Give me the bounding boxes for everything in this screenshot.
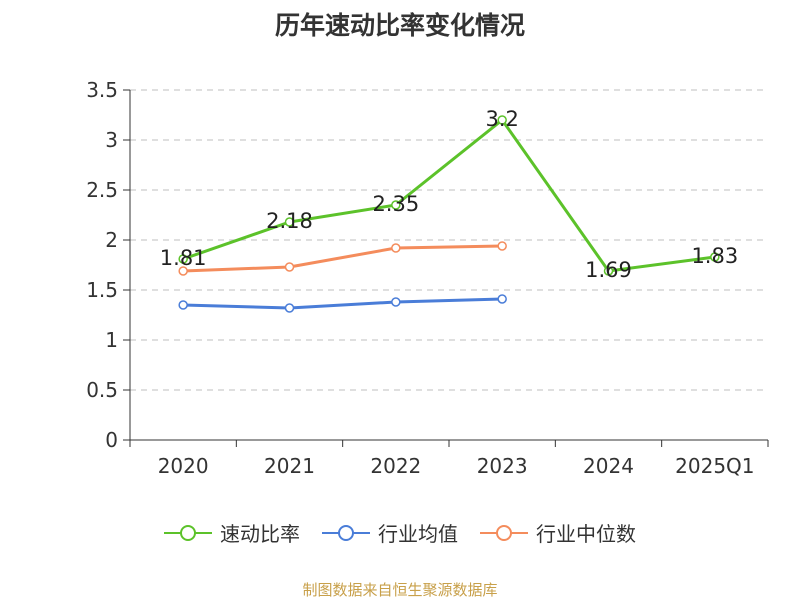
y-tick-label: 0 [105, 428, 118, 452]
y-axis-ticks: 0 0.5 1 1.5 2 2.5 3 3.5 [86, 78, 130, 452]
chart-title: 历年速动比率变化情况 [274, 11, 525, 40]
data-point[interactable] [497, 241, 507, 251]
data-point[interactable] [497, 294, 507, 304]
x-tick-label: 2025Q1 [675, 454, 754, 478]
data-label: 1.69 [585, 258, 632, 282]
data-label: 1.81 [160, 246, 207, 270]
grid-lines [130, 89, 768, 391]
legend-label-quick-ratio: 速动比率 [220, 522, 300, 546]
data-point[interactable] [710, 252, 720, 262]
series-line [183, 297, 503, 310]
data-label: 1.83 [691, 244, 738, 268]
x-tick-label: 2022 [370, 454, 421, 478]
data-point[interactable] [284, 262, 295, 272]
data-point[interactable] [391, 200, 401, 210]
data-label: 2.18 [266, 209, 313, 233]
y-tick-label: 3 [105, 128, 118, 152]
legend-item-quick-ratio[interactable]: 速动比率 [164, 518, 300, 547]
series-lines [178, 115, 720, 313]
legend-marker-industry-mean [322, 524, 370, 541]
data-labels: 1.81 2.18 2.35 3.2 1.69 1.83 [160, 107, 738, 282]
x-axis-ticks: 2020 2021 2022 2023 2024 2025Q1 [129, 440, 769, 478]
legend-item-industry-mean[interactable]: 行业均值 [322, 518, 458, 547]
series-line [182, 118, 716, 273]
y-tick-label: 1.5 [86, 278, 118, 302]
axes [129, 90, 768, 441]
data-point[interactable] [391, 297, 401, 307]
data-point[interactable] [603, 266, 614, 276]
data-source-note: 制图数据来自恒生聚源数据库 [302, 581, 498, 599]
legend-item-industry-median[interactable]: 行业中位数 [480, 518, 636, 547]
legend-label-industry-mean: 行业均值 [378, 522, 458, 546]
legend: 速动比率 行业均值 行业中位数 [0, 518, 800, 547]
data-point[interactable] [178, 300, 188, 310]
legend-label-industry-median: 行业中位数 [536, 522, 636, 546]
x-tick-label: 2020 [158, 454, 209, 478]
y-tick-label: 0.5 [86, 378, 118, 402]
x-tick-label: 2023 [477, 454, 528, 478]
data-point[interactable] [497, 115, 507, 125]
y-tick-label: 2.5 [86, 178, 118, 202]
data-point[interactable] [391, 243, 401, 253]
series-line [183, 244, 503, 273]
x-tick-label: 2021 [264, 454, 315, 478]
legend-marker-industry-median [480, 524, 528, 541]
data-label: 2.35 [372, 192, 419, 216]
y-tick-label: 1 [105, 328, 118, 352]
y-tick-label: 3.5 [86, 78, 118, 102]
legend-marker-quick-ratio [164, 524, 212, 541]
data-point[interactable] [284, 303, 295, 313]
x-tick-label: 2024 [583, 454, 634, 478]
y-tick-label: 2 [105, 228, 118, 252]
data-point[interactable] [178, 266, 188, 276]
data-label: 3.2 [485, 107, 518, 131]
data-point[interactable] [284, 217, 295, 227]
data-point[interactable] [178, 254, 188, 264]
